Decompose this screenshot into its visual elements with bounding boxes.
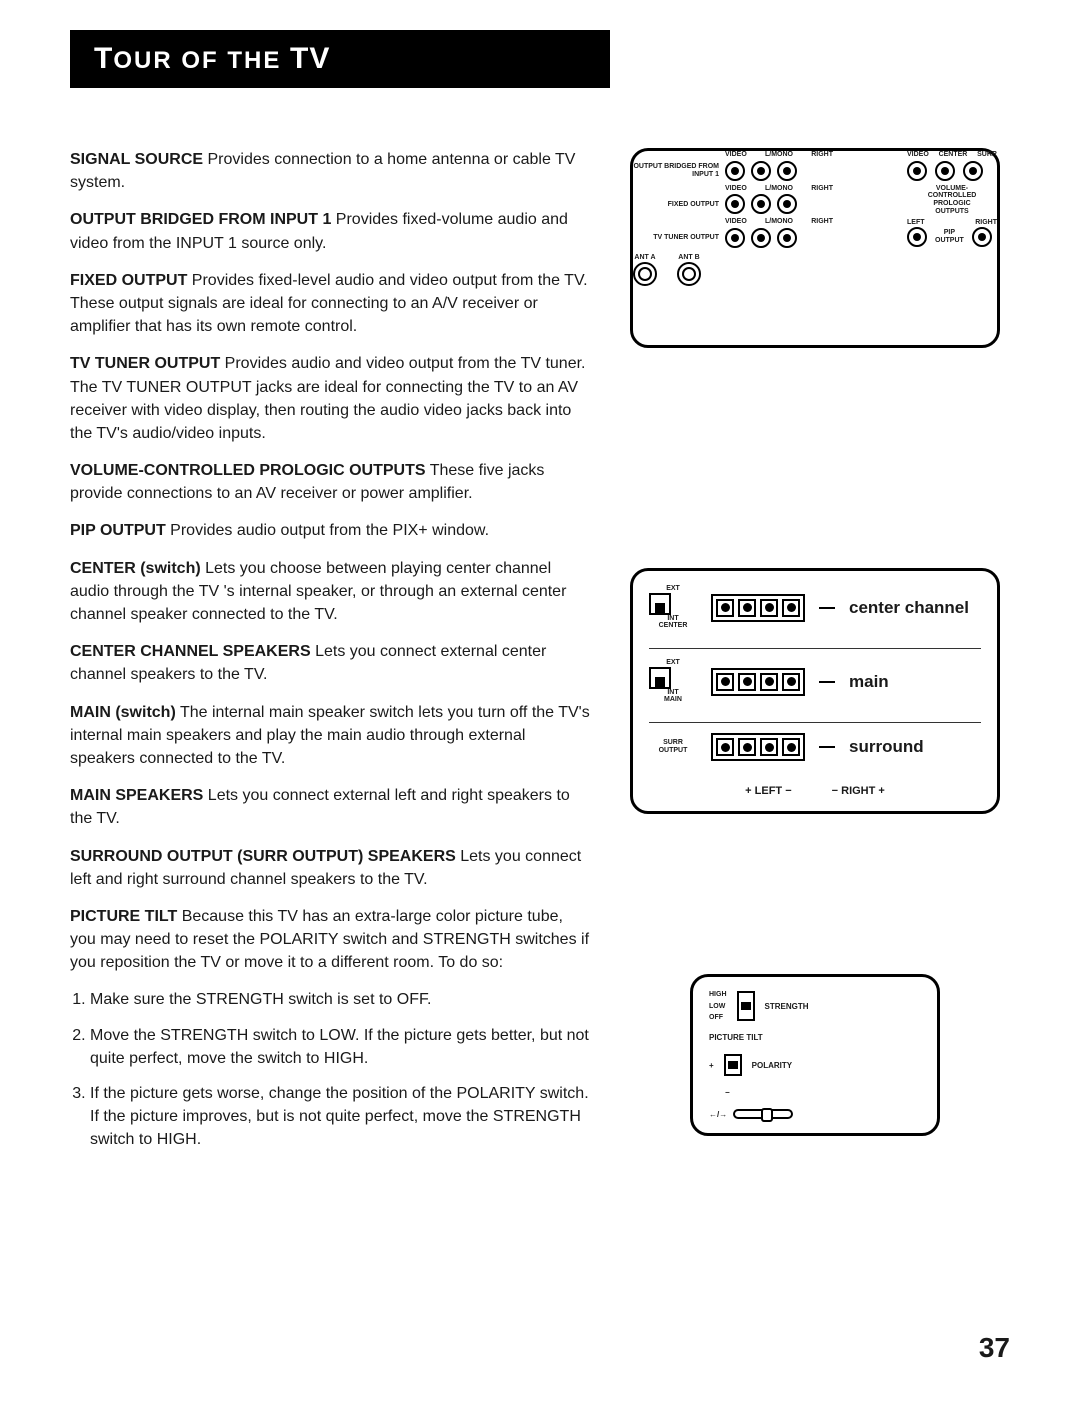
jack-icon bbox=[725, 228, 745, 248]
content-columns: SIGNAL SOURCE Provides connection to a h… bbox=[70, 148, 1010, 1164]
polarity-label: POLARITY bbox=[752, 1061, 792, 1070]
jack-icon bbox=[725, 161, 745, 181]
col-lmono: L/MONO bbox=[765, 151, 793, 159]
para-main-speakers: MAIN SPEAKERS Lets you connect external … bbox=[70, 784, 590, 830]
prologic-row-2: PIP OUTPUT bbox=[907, 227, 997, 247]
para-center-switch: CENTER (switch) Lets you choose between … bbox=[70, 557, 590, 627]
row-output-bridged: OUTPUT BRIDGED FROM INPUT 1 bbox=[633, 161, 833, 181]
text-column: SIGNAL SOURCE Provides connection to a h… bbox=[70, 148, 590, 1164]
para-output-bridged: OUTPUT BRIDGED FROM INPUT 1 Provides fix… bbox=[70, 208, 590, 254]
antenna-jack-icon bbox=[677, 262, 701, 286]
para-picture-tilt: PICTURE TILT Because this TV has an extr… bbox=[70, 905, 590, 975]
label-main: main bbox=[849, 672, 889, 692]
page-title: TOUR OF THE TV bbox=[94, 42, 586, 76]
polarity-row: + POLARITY bbox=[709, 1054, 921, 1076]
polarity-switch-icon bbox=[724, 1054, 742, 1076]
jack-icon bbox=[751, 161, 771, 181]
jack-icon bbox=[972, 227, 992, 247]
slider-track-icon bbox=[733, 1109, 793, 1119]
antenna-jack-icon bbox=[633, 262, 657, 286]
step-1: Make sure the STRENGTH switch is set to … bbox=[90, 988, 590, 1011]
jack-icon bbox=[935, 161, 955, 181]
strength-label: STRENGTH bbox=[765, 1002, 809, 1011]
para-volume-prologic: VOLUME-CONTROLLED PROLOGIC OUTPUTS These… bbox=[70, 459, 590, 505]
label-surround: surround bbox=[849, 737, 924, 757]
diagram-speaker-terminals: EXT INT CENTER center channel EXT INT MA… bbox=[630, 568, 1000, 814]
jack-icon bbox=[751, 228, 771, 248]
slider-knob-icon bbox=[761, 1108, 773, 1122]
arrows-icon: ←/→ bbox=[709, 1110, 727, 1119]
row-center-channel: EXT INT CENTER center channel bbox=[649, 585, 981, 630]
picture-tilt-steps: Make sure the STRENGTH switch is set to … bbox=[70, 988, 590, 1151]
jack-icon bbox=[777, 161, 797, 181]
prologic-label: VOLUME- CONTROLLED PROLOGIC OUTPUTS bbox=[907, 185, 997, 216]
prologic-row-1 bbox=[907, 161, 997, 181]
para-pip-output: PIP OUTPUT Provides audio output from th… bbox=[70, 519, 590, 542]
tilt-slider: ←/→ bbox=[709, 1109, 921, 1119]
step-3: If the picture gets worse, change the po… bbox=[90, 1082, 590, 1152]
row-main: EXT INT MAIN main bbox=[649, 648, 981, 704]
switch-icon bbox=[649, 667, 671, 689]
row-fixed-output: FIXED OUTPUT bbox=[633, 194, 833, 214]
col-center: CENTER bbox=[939, 151, 968, 159]
para-signal-source: SIGNAL SOURCE Provides connection to a h… bbox=[70, 148, 590, 194]
diagram-rear-jacks: VIDEO L/MONO RIGHT OUTPUT BRIDGED FROM I… bbox=[630, 148, 1000, 348]
para-surround-output: SURROUND OUTPUT (SURR OUTPUT) SPEAKERS L… bbox=[70, 845, 590, 891]
diagram-column: VIDEO L/MONO RIGHT OUTPUT BRIDGED FROM I… bbox=[630, 148, 1000, 1164]
strength-switch-icon bbox=[737, 991, 755, 1021]
jack-icon bbox=[963, 161, 983, 181]
para-center-channel-speakers: CENTER CHANNEL SPEAKERS Lets you connect… bbox=[70, 640, 590, 686]
terminal-strip-icon bbox=[711, 733, 805, 761]
step-2: Move the STRENGTH switch to LOW. If the … bbox=[90, 1024, 590, 1070]
col-right: RIGHT bbox=[811, 151, 833, 159]
label-center-channel: center channel bbox=[849, 598, 969, 618]
row-surround: SURR OUTPUT surround bbox=[649, 722, 981, 761]
terminal-strip-icon bbox=[711, 668, 805, 696]
row-tv-tuner-output: TV TUNER OUTPUT bbox=[633, 228, 833, 248]
page-title-bar: TOUR OF THE TV bbox=[70, 30, 610, 88]
strength-row: HIGH LOW OFF STRENGTH bbox=[709, 991, 921, 1021]
jack-icon bbox=[751, 194, 771, 214]
col-video: VIDEO bbox=[725, 151, 747, 159]
ant-b-label: ANT B bbox=[677, 254, 701, 262]
para-fixed-output: FIXED OUTPUT Provides fixed-level audio … bbox=[70, 269, 590, 339]
page-number: 37 bbox=[979, 1332, 1010, 1364]
para-tv-tuner-output: TV TUNER OUTPUT Provides audio and video… bbox=[70, 352, 590, 445]
jack-icon bbox=[777, 194, 797, 214]
jack-icon bbox=[907, 161, 927, 181]
ant-a-label: ANT A bbox=[633, 254, 657, 262]
jack-icon bbox=[907, 227, 927, 247]
jack-icon bbox=[725, 194, 745, 214]
switch-icon bbox=[649, 593, 671, 615]
terminal-footer: + LEFT − − RIGHT + bbox=[649, 785, 981, 797]
jack-icon bbox=[777, 228, 797, 248]
para-main-switch: MAIN (switch) The internal main speaker … bbox=[70, 701, 590, 771]
col-surr: SURR bbox=[977, 151, 997, 159]
picture-tilt-label: PICTURE TILT bbox=[709, 1033, 921, 1042]
diagram-picture-tilt: HIGH LOW OFF STRENGTH PICTURE TILT + POL… bbox=[690, 974, 940, 1136]
col-video2: VIDEO bbox=[907, 151, 929, 159]
terminal-strip-icon bbox=[711, 594, 805, 622]
